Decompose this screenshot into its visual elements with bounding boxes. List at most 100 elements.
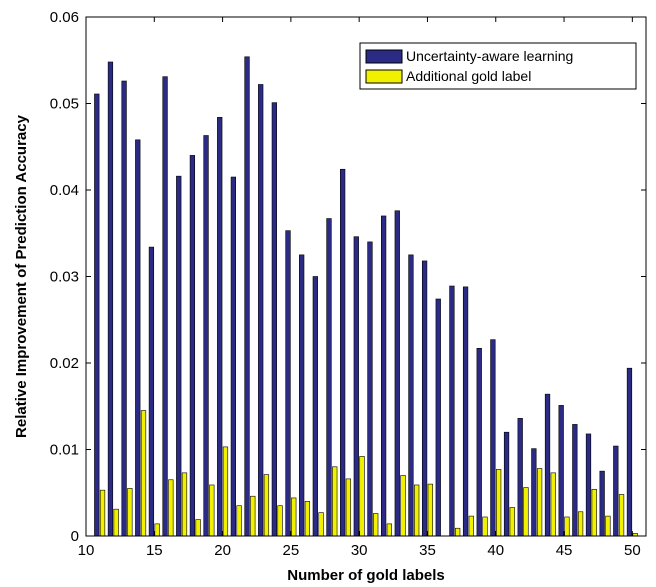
bar-uncertainty-aware-43 <box>531 448 537 537</box>
bar-additional-gold-46 <box>577 511 584 537</box>
bar-additional-gold-12 <box>113 508 119 537</box>
bar-additional-gold-29 <box>345 478 352 537</box>
bar-additional-gold-22 <box>250 495 256 537</box>
bar-additional-gold-31 <box>373 513 379 537</box>
legend-swatch-uncertainty-aware <box>365 49 403 64</box>
y-axis-label: Relative Improvement of Prediction Accur… <box>13 114 30 438</box>
bar-additional-gold-25 <box>291 497 297 537</box>
bar-uncertainty-aware-17 <box>176 175 182 537</box>
x-tick-label-25: 25 <box>283 542 300 559</box>
bar-uncertainty-aware-29 <box>340 168 346 537</box>
bar-uncertainty-aware-44 <box>544 393 551 537</box>
bar-uncertainty-aware-19 <box>203 135 209 537</box>
y-tick-label-2: 0.02 <box>50 355 79 372</box>
bar-additional-gold-19 <box>209 484 215 537</box>
bar-additional-gold-44 <box>550 472 556 537</box>
y-tick-label-3: 0.03 <box>50 269 79 286</box>
bar-uncertainty-aware-36 <box>435 298 441 537</box>
bar-additional-gold-24 <box>277 505 283 537</box>
bar-uncertainty-aware-25 <box>285 230 291 537</box>
bar-additional-gold-16 <box>168 479 174 537</box>
legend-label-uncertainty-aware: Uncertainty-aware learning <box>406 48 573 64</box>
bar-additional-gold-35 <box>427 483 433 537</box>
bar-uncertainty-aware-14 <box>135 139 141 537</box>
bar-additional-gold-28 <box>332 466 338 537</box>
bar-additional-gold-23 <box>263 474 270 537</box>
bar-uncertainty-aware-40 <box>490 339 496 537</box>
bar-uncertainty-aware-37 <box>449 285 455 537</box>
bar-uncertainty-aware-22 <box>244 56 250 537</box>
x-tick-label-50: 50 <box>624 542 641 559</box>
bar-uncertainty-aware-13 <box>121 80 127 537</box>
bar-additional-gold-20 <box>222 446 229 537</box>
bar-uncertainty-aware-23 <box>258 84 264 537</box>
bar-uncertainty-aware-26 <box>299 254 305 537</box>
bar-additional-gold-47 <box>591 488 597 537</box>
bar-additional-gold-34 <box>414 484 420 537</box>
bar-uncertainty-aware-15 <box>148 246 155 537</box>
bar-uncertainty-aware-50 <box>626 367 633 537</box>
bar-uncertainty-aware-45 <box>558 405 564 537</box>
x-axis-label: Number of gold labels <box>287 567 445 584</box>
bar-additional-gold-27 <box>318 512 324 537</box>
bar-uncertainty-aware-34 <box>408 254 414 537</box>
bar-additional-gold-14 <box>140 410 147 537</box>
bar-uncertainty-aware-47 <box>585 433 592 537</box>
bar-additional-gold-39 <box>482 516 488 537</box>
x-tick-label-15: 15 <box>146 542 163 559</box>
bar-uncertainty-aware-35 <box>421 260 428 537</box>
x-tick-label-30: 30 <box>351 542 368 559</box>
bar-additional-gold-38 <box>468 515 474 537</box>
y-tick-label-0: 0 <box>71 528 79 545</box>
bar-uncertainty-aware-24 <box>271 102 277 537</box>
bar-uncertainty-aware-32 <box>380 215 387 537</box>
bar-additional-gold-45 <box>564 516 570 537</box>
x-tick-label-40: 40 <box>487 542 504 559</box>
bar-additional-gold-15 <box>154 523 160 537</box>
bar-additional-gold-48 <box>605 515 611 537</box>
bar-uncertainty-aware-20 <box>217 117 223 537</box>
y-tick-label-5: 0.05 <box>50 96 79 113</box>
bar-uncertainty-aware-28 <box>326 218 332 537</box>
bar-uncertainty-aware-31 <box>367 241 373 537</box>
bar-additional-gold-11 <box>99 489 106 537</box>
bar-additional-gold-41 <box>509 507 515 537</box>
x-tick-label-45: 45 <box>556 542 573 559</box>
bar-additional-gold-13 <box>127 488 133 537</box>
bar-additional-gold-17 <box>181 472 188 537</box>
bar-additional-gold-30 <box>359 456 365 537</box>
bar-uncertainty-aware-38 <box>462 286 469 537</box>
bar-additional-gold-32 <box>386 523 392 537</box>
bar-additional-gold-43 <box>536 468 543 537</box>
bar-uncertainty-aware-21 <box>230 176 236 537</box>
bar-additional-gold-42 <box>523 487 529 537</box>
bar-additional-gold-37 <box>455 527 461 537</box>
bar-additional-gold-26 <box>304 501 311 537</box>
bar-additional-gold-18 <box>195 519 201 537</box>
bar-additional-gold-40 <box>496 469 502 537</box>
bar-uncertainty-aware-46 <box>572 424 578 537</box>
bar-uncertainty-aware-30 <box>353 236 359 537</box>
y-tick-label-4: 0.04 <box>50 182 79 199</box>
x-tick-label-35: 35 <box>419 542 436 559</box>
y-tick-label-6: 0.06 <box>50 9 79 26</box>
bar-uncertainty-aware-41 <box>503 431 510 537</box>
bar-uncertainty-aware-49 <box>613 445 619 537</box>
bars-layer <box>94 56 638 537</box>
bar-uncertainty-aware-18 <box>189 155 196 537</box>
bar-uncertainty-aware-12 <box>107 61 114 537</box>
legend: Uncertainty-aware learning Additional go… <box>359 42 637 90</box>
y-tick-label-1: 0.01 <box>50 442 79 459</box>
bar-additional-gold-33 <box>400 475 406 537</box>
ticks-layer: 10 15 20 25 30 35 40 45 50 0 0.01 0.02 0.03 0.04 0.05 0… <box>50 9 646 559</box>
bar-uncertainty-aware-42 <box>517 418 523 537</box>
bar-uncertainty-aware-27 <box>312 276 318 537</box>
bar-uncertainty-aware-16 <box>162 76 168 537</box>
legend-swatch-additional-gold <box>365 69 403 84</box>
bar-additional-gold-49 <box>618 494 625 537</box>
legend-label-additional-gold: Additional gold label <box>406 68 531 84</box>
legend-box <box>359 42 637 90</box>
bar-uncertainty-aware-48 <box>599 470 605 537</box>
bar-uncertainty-aware-39 <box>476 347 482 537</box>
